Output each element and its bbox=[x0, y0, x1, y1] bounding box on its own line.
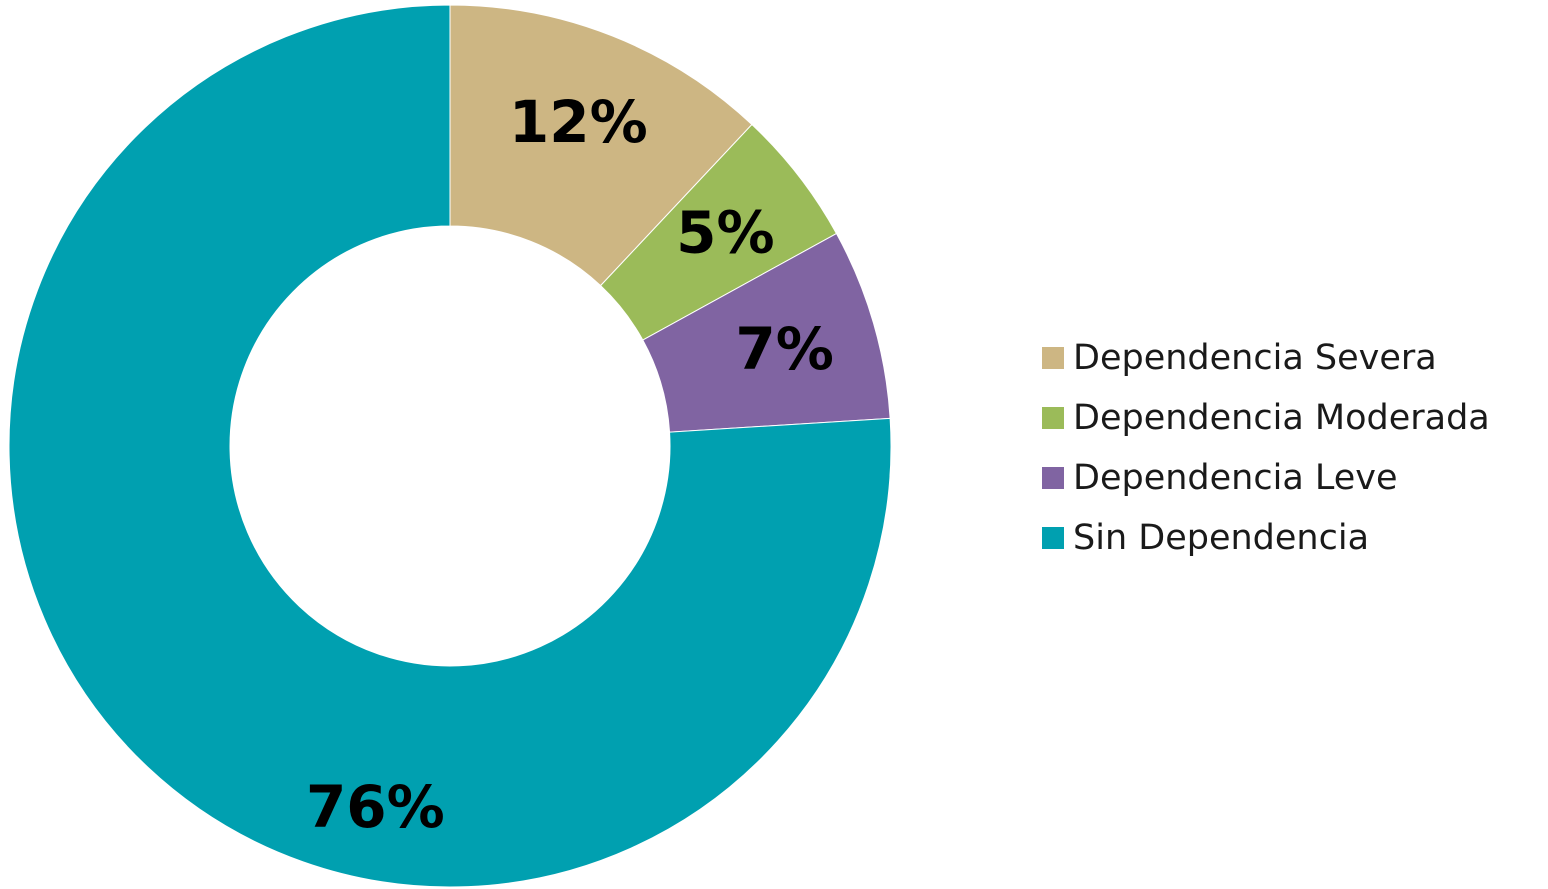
legend-swatch-sin-dependencia bbox=[1042, 527, 1064, 549]
legend-label-dependencia-severa: Dependencia Severa bbox=[1073, 338, 1437, 378]
legend-swatch-dependencia-moderada bbox=[1042, 407, 1064, 429]
legend-swatch-dependencia-severa bbox=[1042, 347, 1064, 369]
data-label-sin-dependencia: 76% bbox=[306, 773, 445, 841]
data-label-dependencia-moderada: 5% bbox=[676, 198, 774, 266]
legend-label-dependencia-moderada: Dependencia Moderada bbox=[1073, 398, 1490, 438]
legend-swatch-dependencia-leve bbox=[1042, 467, 1064, 489]
legend: Dependencia Severa Dependencia Moderada De… bbox=[1042, 338, 1490, 558]
data-label-dependencia-leve: 7% bbox=[735, 315, 833, 383]
slice-dependencia-severa bbox=[449, 4, 753, 287]
data-labels: 12% 5% 7% 76% bbox=[306, 88, 834, 841]
legend-label-dependencia-leve: Dependencia Leve bbox=[1073, 458, 1398, 498]
slice-sin-dependencia bbox=[8, 4, 892, 888]
data-label-dependencia-severa: 12% bbox=[509, 88, 648, 156]
donut-slices bbox=[8, 4, 892, 888]
legend-label-sin-dependencia: Sin Dependencia bbox=[1073, 518, 1369, 558]
